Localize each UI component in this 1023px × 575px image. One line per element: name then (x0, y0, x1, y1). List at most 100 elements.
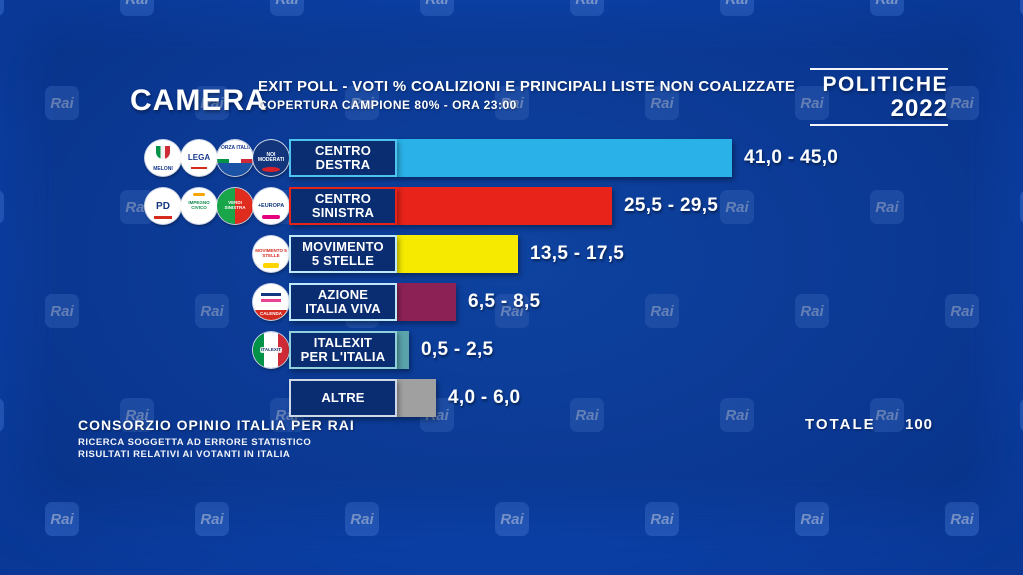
rai-logo-watermark: Rai (45, 294, 79, 328)
fratelli-d-italia-logo: MELONI (145, 140, 181, 176)
coalition-label-plate: ITALEXIT PER L'ITALIA (289, 331, 397, 369)
rai-logo-watermark: Rai (270, 0, 304, 16)
party-logos: MOVIMENTO 5 STELLE (145, 236, 289, 272)
source-line: CONSORZIO OPINIO ITALIA PER RAI (78, 417, 355, 433)
poll-row: CALENDA AZIONE ITALIA VIVA 6,5 - 8,5 (0, 283, 1023, 321)
rai-logo-watermark: Rai (795, 502, 829, 536)
coalition-label-line: ALTRE (321, 389, 365, 405)
rai-logo-watermark: Rai (570, 398, 604, 432)
rai-logo-watermark: Rai (1020, 0, 1023, 16)
coalition-label-plate: MOVIMENTO 5 STELLE (289, 235, 397, 273)
rai-logo-watermark: Rai (195, 502, 229, 536)
result-bar (397, 187, 612, 225)
coalition-label-line: MOVIMENTO (302, 238, 384, 254)
result-bar (397, 139, 732, 177)
poll-row: ITALEXIT ITALEXIT PER L'ITALIA 0,5 - 2,5 (0, 331, 1023, 369)
rai-logo-watermark: Rai (945, 86, 979, 120)
rai-logo-watermark: Rai (495, 502, 529, 536)
rai-logo-watermark: Rai (1020, 190, 1023, 224)
rai-logo-watermark: Rai (570, 0, 604, 16)
result-range-value: 4,0 - 6,0 (448, 387, 521, 408)
rai-logo-watermark: Rai (345, 502, 379, 536)
result-bar (397, 235, 518, 273)
coalition-label-line: PER L'ITALIA (300, 349, 386, 364)
rai-logo-watermark: Rai (45, 502, 79, 536)
azione-italia-viva-logo-label: CALENDA (253, 310, 289, 320)
rai-logo-watermark: Rai (495, 294, 529, 328)
rai-logo-watermark: Rai (945, 502, 979, 536)
coalition-label-line: ITALIA VIVA (305, 301, 381, 316)
rai-logo-watermark: Rai (795, 294, 829, 328)
rai-logo-watermark: Rai (870, 398, 904, 432)
election-year: 2022 (890, 95, 948, 123)
italexit-logo-label: ITALEXIT (260, 346, 282, 354)
election-event-block: POLITICHE 2022 (810, 68, 948, 127)
rai-logo-watermark: Rai (870, 190, 904, 224)
poll-row: ALTRE 4,0 - 6,0 (0, 379, 1023, 417)
poll-row: MELONI LEGA FORZA ITALIA NOI MODERATI CENTRO… (0, 139, 1023, 177)
total-value: 100 (905, 416, 934, 433)
rai-logo-watermark: Rai (345, 86, 379, 120)
party-logos: ITALEXIT (145, 332, 289, 368)
coalition-label-plate: CENTRO DESTRA (289, 139, 397, 177)
rai-logo-watermark: Rai (645, 86, 679, 120)
rai-logo-watermark: Rai (420, 0, 454, 16)
azione-italia-viva-logo: CALENDA (253, 284, 289, 320)
lega-salvini-logo: LEGA (181, 140, 217, 176)
impegno-civico-logo-label: IMPEGNO CIVICO (188, 200, 210, 210)
result-range-value: 41,0 - 45,0 (744, 147, 839, 168)
party-logos (145, 380, 289, 416)
election-name: POLITICHE (822, 73, 948, 96)
coalition-label-line: AZIONE (317, 286, 369, 302)
movimento-5-stelle-logo: MOVIMENTO 5 STELLE (253, 236, 289, 272)
piu-europa-logo-label: +EUROPA (257, 202, 285, 209)
fratelli-d-italia-logo-label: MELONI (153, 165, 173, 172)
result-bar (397, 283, 456, 321)
impegno-civico-logo: IMPEGNO CIVICO (181, 188, 217, 224)
forza-italia-logo: FORZA ITALIA (217, 140, 253, 176)
rai-logo-watermark: Rai (645, 502, 679, 536)
poll-subtitle: COPERTURA CAMPIONE 80% - ORA 23:00 (258, 98, 517, 112)
movimento-5-stelle-logo-label: MOVIMENTO 5 STELLE (255, 248, 287, 258)
result-range-value: 0,5 - 2,5 (421, 339, 494, 360)
rai-logo-watermark: Rai (0, 190, 4, 224)
coalition-label-line: 5 STELLE (311, 253, 375, 268)
poll-row: PD IMPEGNO CIVICO VERDI SINISTRA +EUROPA CEN… (0, 187, 1023, 225)
result-bar (397, 379, 436, 417)
result-bar (397, 331, 409, 369)
rai-logo-watermark: Rai (120, 398, 154, 432)
rai-logo-watermark: Rai (720, 398, 754, 432)
partito-democratico-logo-label: PD (156, 200, 170, 212)
chamber-title: CAMERA (130, 84, 268, 117)
rai-logo-watermark: Rai (270, 398, 304, 432)
rai-logo-watermark: Rai (0, 398, 4, 432)
coalition-label-line: DESTRA (315, 157, 371, 172)
rai-logo-watermark: Rai (645, 294, 679, 328)
coalition-label-line: ITALEXIT (313, 334, 373, 350)
poll-title: EXIT POLL - VOTI % COALIZIONI E PRINCIPA… (258, 78, 796, 95)
party-logos: PD IMPEGNO CIVICO VERDI SINISTRA +EUROPA (145, 188, 289, 224)
rai-logo-watermark: Rai (720, 190, 754, 224)
noi-moderati-logo-label: NOI MODERATI (257, 151, 285, 163)
coalition-label-plate: CENTRO SINISTRA (289, 187, 397, 225)
rai-logo-watermark: Rai (195, 86, 229, 120)
rai-logo-watermark: Rai (45, 86, 79, 120)
rai-logo-watermark: Rai (870, 0, 904, 16)
rai-logo-watermark: Rai (945, 294, 979, 328)
coalition-label-plate: ALTRE (289, 379, 397, 417)
result-range-value: 6,5 - 8,5 (468, 291, 541, 312)
coalition-label-line: CENTRO (314, 142, 372, 158)
noi-moderati-logo: NOI MODERATI (253, 140, 289, 176)
lega-salvini-logo-label: LEGA (187, 152, 211, 162)
disclaimer-line-2: RISULTATI RELATIVI AI VOTANTI IN ITALIA (78, 449, 291, 460)
party-logos: CALENDA (145, 284, 289, 320)
rai-logo-watermark: Rai (1020, 398, 1023, 432)
rai-logo-watermark: Rai (720, 0, 754, 16)
italexit-logo: ITALEXIT (253, 332, 289, 368)
coalition-label-line: CENTRO (314, 190, 372, 206)
forza-italia-logo-label: FORZA ITALIA (217, 145, 253, 151)
rai-logo-watermark: Rai (795, 86, 829, 120)
